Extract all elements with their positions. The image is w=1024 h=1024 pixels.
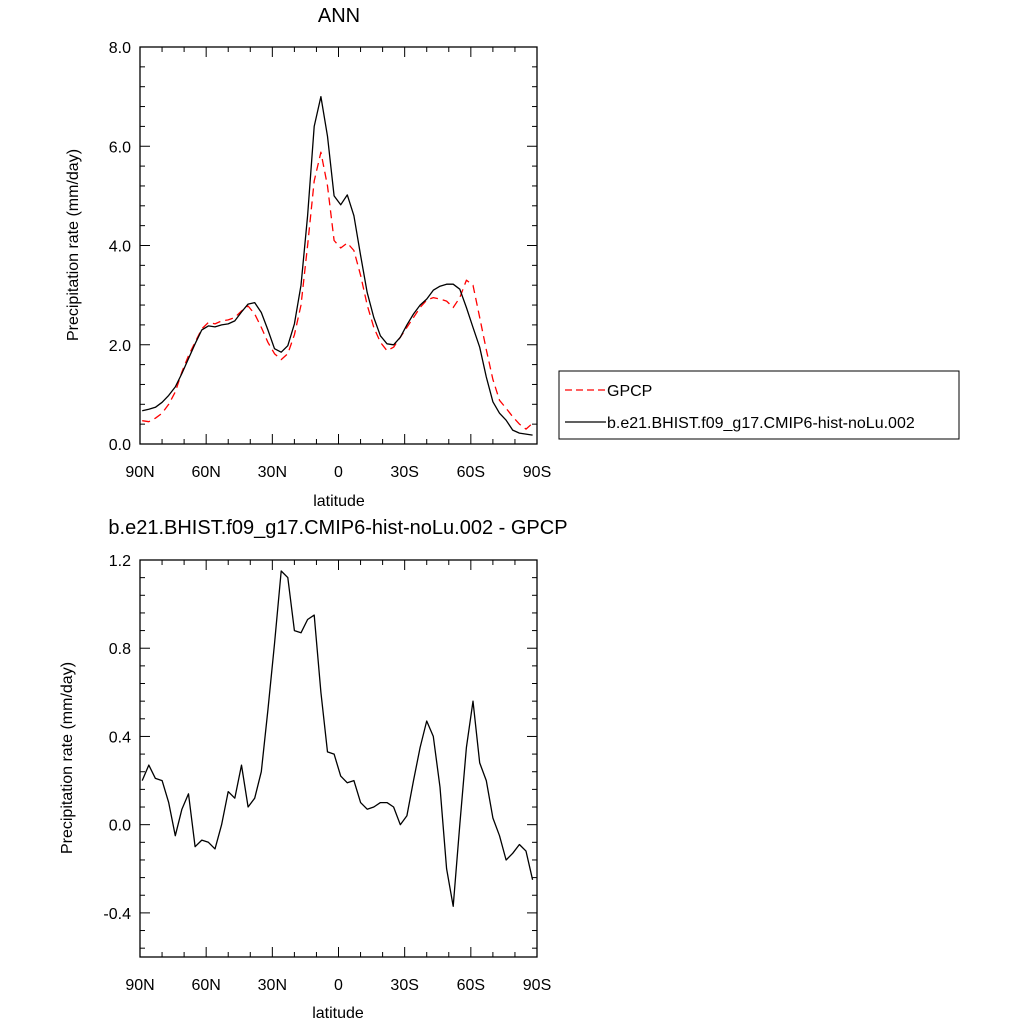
- x-tick-label: 60S: [457, 977, 485, 994]
- y-tick-label: 1.2: [109, 553, 131, 570]
- x-tick-label: 0: [334, 977, 343, 994]
- y-tick-label: 0.0: [109, 818, 131, 835]
- x-tick-label: 60S: [457, 464, 485, 481]
- series-layer: [141, 570, 534, 907]
- x-tick-label: 90N: [125, 977, 154, 994]
- x-tick-label: 0: [334, 464, 343, 481]
- series-layer: [142, 95, 534, 436]
- panel-annual-mean: ANN 0.02.04.06.08.0 90N 60N 30N 0 30S 60S 90S …: [65, 5, 960, 510]
- y-axis-label: Precipitation rate (mm/day): [59, 662, 76, 854]
- x-tick-label: 90N: [125, 464, 154, 481]
- x-tick-label: 30S: [390, 464, 418, 481]
- y-tick-label: 0.8: [109, 641, 131, 658]
- x-tick-label: 30N: [258, 977, 287, 994]
- axis-ticks: [139, 559, 538, 957]
- legend-label-model: b.e21.BHIST.f09_g17.CMIP6-hist-noLu.002: [607, 415, 915, 432]
- chart-title: ANN: [318, 5, 360, 27]
- y-tick-label: 8.0: [109, 40, 131, 57]
- plot-frame: [139, 559, 538, 958]
- plot-frame: [139, 46, 538, 445]
- x-tick-labels: 90N 60N 30N 0 30S 60S 90S: [125, 977, 551, 994]
- y-tick-label: -0.4: [103, 906, 131, 923]
- series-line-b-e21-bhist-f09-g17-cmip6-hist-nolu-002: [142, 95, 533, 436]
- x-tick-label: 90S: [523, 977, 551, 994]
- x-tick-labels: 90N 60N 30N 0 30S 60S 90S: [125, 464, 551, 481]
- x-tick-label: 30S: [390, 977, 418, 994]
- x-axis-label: latitude: [313, 493, 365, 510]
- series-line-difference: [141, 570, 534, 907]
- legend: GPCP b.e21.BHIST.f09_g17.CMIP6-hist-noLu…: [558, 370, 960, 440]
- legend-box: [558, 370, 960, 440]
- y-tick-label: 6.0: [109, 139, 131, 156]
- y-axis-label: Precipitation rate (mm/day): [65, 149, 82, 341]
- x-tick-label: 90S: [523, 464, 551, 481]
- series-line-gpcp: [142, 151, 534, 430]
- axis-ticks: [139, 46, 538, 445]
- x-axis-label: latitude: [312, 1005, 364, 1022]
- panel-difference: b.e21.BHIST.f09_g17.CMIP6-hist-noLu.002 …: [59, 517, 568, 1022]
- y-tick-label: 0.4: [109, 729, 131, 746]
- y-tick-labels: -0.4 0.0 0.4 0.8 1.2: [103, 553, 131, 923]
- chart-title: b.e21.BHIST.f09_g17.CMIP6-hist-noLu.002 …: [108, 517, 567, 539]
- legend-label-gpcp: GPCP: [607, 383, 652, 400]
- y-tick-label: 4.0: [109, 239, 131, 256]
- y-tick-label: 2.0: [109, 338, 131, 355]
- y-tick-labels: 0.0 2.0 4.0 6.0 8.0: [109, 40, 131, 454]
- x-tick-label: 60N: [191, 464, 220, 481]
- x-tick-label: 30N: [258, 464, 287, 481]
- x-tick-label: 60N: [191, 977, 220, 994]
- y-tick-label: 0.0: [109, 437, 131, 454]
